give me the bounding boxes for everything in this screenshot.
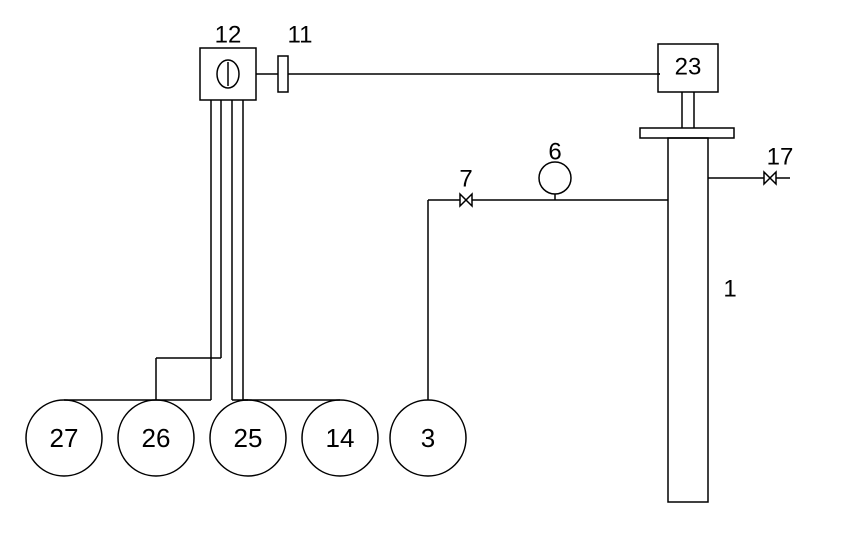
node-label: 25 <box>234 423 263 453</box>
label-1: 1 <box>723 275 736 302</box>
label-7: 7 <box>459 165 472 192</box>
node-label: 26 <box>142 423 171 453</box>
label-6: 6 <box>548 138 561 165</box>
diagram: 12 11 23 1 17 6 7 27 26 25 14 3 <box>0 0 843 536</box>
label-12: 12 <box>215 21 242 48</box>
node-label: 27 <box>50 423 79 453</box>
node-label: 14 <box>326 423 355 453</box>
column-1 <box>668 138 708 502</box>
label-17: 17 <box>767 143 794 170</box>
gauge-6 <box>539 162 571 194</box>
node-label: 3 <box>421 423 435 453</box>
top-flange <box>640 128 734 138</box>
label-23: 23 <box>675 53 702 80</box>
label-11: 11 <box>288 21 313 48</box>
flange-11 <box>278 56 288 92</box>
